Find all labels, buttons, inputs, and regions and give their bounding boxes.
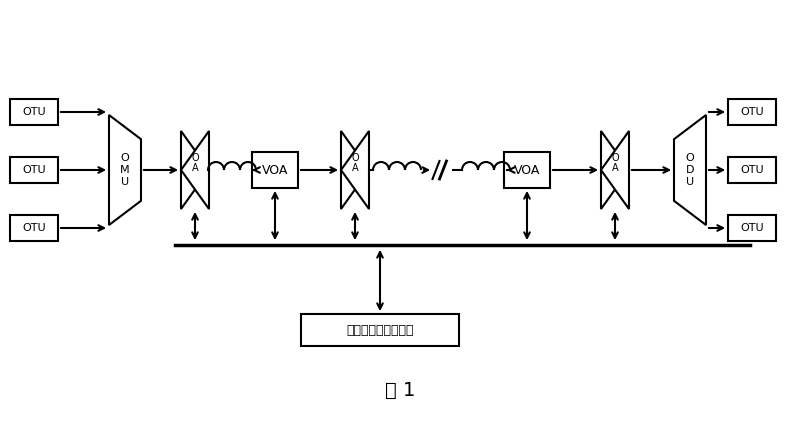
Text: A: A bbox=[352, 163, 358, 173]
Text: O: O bbox=[686, 153, 694, 163]
Text: O: O bbox=[351, 153, 359, 163]
Text: A: A bbox=[192, 163, 198, 173]
Text: U: U bbox=[686, 177, 694, 187]
Text: OTU: OTU bbox=[22, 165, 46, 175]
Text: VOA: VOA bbox=[262, 163, 288, 176]
Text: OTU: OTU bbox=[740, 223, 764, 233]
FancyBboxPatch shape bbox=[10, 215, 58, 241]
Text: 图 1: 图 1 bbox=[385, 381, 415, 399]
Text: U: U bbox=[121, 177, 129, 187]
FancyBboxPatch shape bbox=[10, 99, 58, 125]
Text: O: O bbox=[191, 153, 199, 163]
Text: OTU: OTU bbox=[22, 223, 46, 233]
Polygon shape bbox=[341, 131, 369, 209]
Text: D: D bbox=[686, 165, 694, 175]
FancyBboxPatch shape bbox=[728, 215, 776, 241]
Text: 控制平面或管理平面: 控制平面或管理平面 bbox=[346, 323, 414, 337]
Polygon shape bbox=[601, 131, 629, 209]
FancyBboxPatch shape bbox=[301, 314, 459, 346]
FancyBboxPatch shape bbox=[728, 99, 776, 125]
Polygon shape bbox=[601, 131, 629, 209]
FancyBboxPatch shape bbox=[10, 157, 58, 183]
FancyBboxPatch shape bbox=[252, 152, 298, 188]
Text: OTU: OTU bbox=[740, 107, 764, 117]
Polygon shape bbox=[674, 115, 706, 225]
Text: VOA: VOA bbox=[514, 163, 540, 176]
Text: OTU: OTU bbox=[740, 165, 764, 175]
Text: M: M bbox=[120, 165, 130, 175]
Text: OTU: OTU bbox=[22, 107, 46, 117]
FancyBboxPatch shape bbox=[728, 157, 776, 183]
Polygon shape bbox=[181, 131, 209, 209]
FancyBboxPatch shape bbox=[504, 152, 550, 188]
Polygon shape bbox=[181, 131, 209, 209]
Text: O: O bbox=[611, 153, 619, 163]
Polygon shape bbox=[109, 115, 141, 225]
Polygon shape bbox=[341, 131, 369, 209]
Text: O: O bbox=[121, 153, 130, 163]
Text: A: A bbox=[612, 163, 618, 173]
